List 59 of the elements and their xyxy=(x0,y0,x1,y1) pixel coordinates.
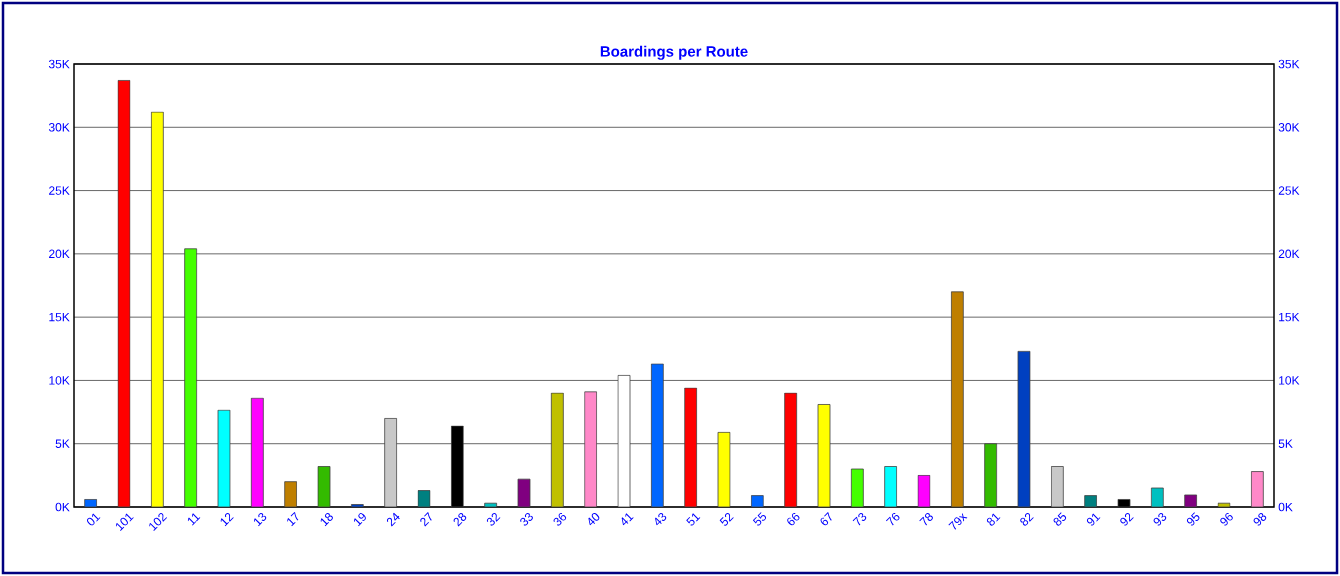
x-tick-label: 12 xyxy=(220,512,234,527)
x-tick-label: 92 xyxy=(1120,512,1134,526)
x-tick-label: 32 xyxy=(486,512,501,526)
y2-tick-label: 30K xyxy=(1278,123,1300,132)
x-tick-label: 95 xyxy=(1186,512,1200,526)
x-tick-label: 18 xyxy=(320,512,333,527)
y2-tick-label: 25K xyxy=(1278,186,1300,195)
x-tick-label: 79x xyxy=(948,513,968,530)
x-tick-label: 43 xyxy=(655,512,667,526)
y-tick-label: 30K xyxy=(48,123,70,132)
y-tick-label: 0K xyxy=(55,502,70,512)
x-tick-label: 67 xyxy=(820,512,832,526)
y2-tick-label: 0K xyxy=(1278,502,1293,512)
y-tick-label: 5K xyxy=(55,439,70,448)
y-tick-label: 25K xyxy=(49,186,70,195)
x-tick-label: 81 xyxy=(986,513,1001,526)
x-tick-label: 28 xyxy=(453,512,467,527)
x-tick-label: 91 xyxy=(1086,513,1101,526)
x-tick-label: 85 xyxy=(1053,512,1067,526)
x-tick-label: 11 xyxy=(187,513,201,526)
x-tick-label: 96 xyxy=(1220,512,1233,526)
y-tick-label: 10K xyxy=(49,376,70,385)
y-tick-label: 35K xyxy=(48,59,70,69)
x-tick-label: 13 xyxy=(253,512,267,527)
x-tick-label: 24 xyxy=(386,512,400,527)
x-tick-label: 76 xyxy=(886,512,900,526)
x-tick-label: 01 xyxy=(86,513,101,526)
x-tick-label: 73 xyxy=(852,512,867,526)
x-tick-label: 19 xyxy=(353,513,366,527)
x-tick-label: 36 xyxy=(553,512,567,526)
x-tick-label: 66 xyxy=(787,512,800,526)
bar xyxy=(417,490,431,507)
bar xyxy=(917,474,931,507)
x-tick-label: 40 xyxy=(588,513,600,526)
bar xyxy=(284,481,298,507)
chart-title: Boardings per Route xyxy=(600,45,748,60)
y2-tick-label: 10K xyxy=(1279,376,1300,385)
bar xyxy=(1084,495,1098,507)
x-tick-label: 51 xyxy=(686,513,701,526)
x-tick-label: 78 xyxy=(919,512,933,526)
x-tick-label: 41 xyxy=(621,513,634,526)
x-tick-label: 52 xyxy=(719,512,734,526)
x-tick-label: 27 xyxy=(420,512,432,527)
y-tick-label: 15K xyxy=(49,312,70,322)
x-tick-label: 17 xyxy=(287,511,299,527)
y2-tick-label: 35K xyxy=(1278,59,1300,69)
x-tick-label: 102 xyxy=(149,512,168,531)
y-tick-label: 20K xyxy=(49,249,70,259)
x-tick-label: 93 xyxy=(1153,512,1167,526)
x-tick-label: 101 xyxy=(115,513,134,531)
x-tick-label: 82 xyxy=(1020,512,1034,526)
bar xyxy=(750,495,764,507)
bar xyxy=(1050,466,1064,507)
x-tick-label: 98 xyxy=(1253,512,1267,526)
y2-tick-label: 20K xyxy=(1278,249,1300,259)
y2-tick-label: 15K xyxy=(1279,312,1300,322)
y2-tick-label: 5K xyxy=(1278,439,1293,448)
x-tick-label: 33 xyxy=(520,512,533,526)
x-tick-label: 55 xyxy=(752,512,767,526)
